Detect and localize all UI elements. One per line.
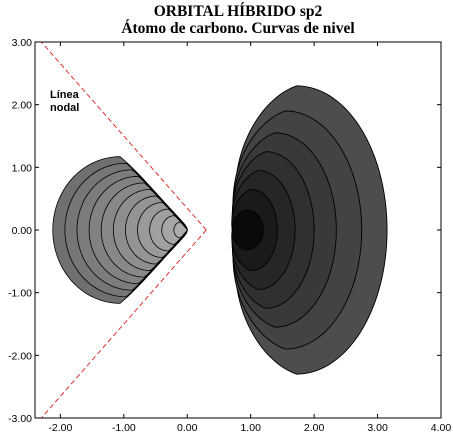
x-tick-label: 1.00 [240,422,261,434]
x-tick-label: -1.00 [112,422,136,434]
x-axis-ticks: -2.00 -1.00 0.00 1.00 2.00 3.00 4.00 [48,42,451,434]
nodal-line-lower [40,229,207,418]
y-tick-label: 0.00 [12,225,33,237]
x-tick-label: 0.00 [177,422,198,434]
y-tick-label: 3.00 [12,37,33,49]
figure-title-line-1: ORBITAL HÍBRIDO sp2 [154,3,323,20]
y-tick-label: -3.00 [8,413,32,425]
plot-area [40,42,388,418]
small-lobe-contours [52,156,188,304]
y-tick-label: 1.00 [12,162,33,174]
y-tick-label: -1.00 [8,288,32,300]
y-tick-label: -2.00 [8,350,32,362]
large-lobe-contours [231,85,388,375]
y-tick-label: 2.00 [12,100,33,112]
nodal-lines [40,42,207,418]
nodal-line-label-line-2: nodal [50,102,79,114]
x-tick-label: 3.00 [367,422,388,434]
x-tick-label: 2.00 [304,422,325,434]
figure-title-line-2: Átomo de carbono. Curvas de nivel [121,20,355,37]
x-tick-label: -2.00 [48,422,72,434]
x-tick-label: 4.00 [431,422,452,434]
nodal-line-label-line-1: Línea [50,89,80,101]
y-axis-ticks: 3.00 2.00 1.00 0.00 -1.00 -2.00 -3.00 [8,37,441,425]
nodal-line-upper [40,42,207,231]
small-lobe-contour-11 [173,221,188,239]
large-lobe-contour-7 [231,209,264,251]
